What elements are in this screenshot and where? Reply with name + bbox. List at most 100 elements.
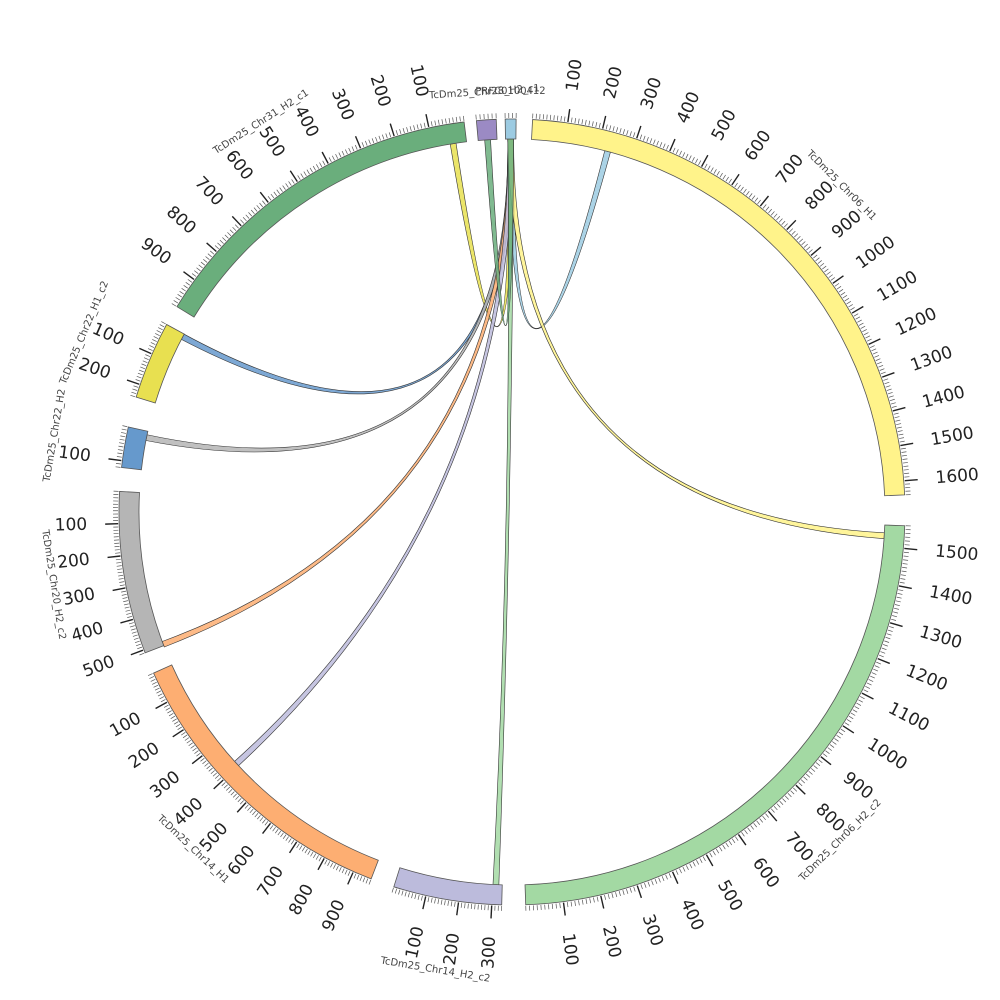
major-tick [671,871,679,884]
minor-tick [359,876,363,882]
tick-label: 1600 [935,465,980,488]
tick-label: 700 [190,173,227,210]
major-tick [183,271,195,280]
minor-tick [248,212,253,217]
minor-tick [416,124,419,130]
major-tick [669,138,676,152]
minor-tick [734,182,738,188]
minor-tick [304,848,308,854]
tick-label: 1200 [892,304,940,341]
major-tick [490,905,493,919]
minor-tick [665,874,668,880]
minor-tick [228,789,233,794]
minor-tick [773,805,778,811]
minor-tick [452,117,454,123]
minor-tick [801,241,806,246]
minor-tick [124,606,130,609]
minor-tick [796,235,801,240]
minor-tick [901,570,907,573]
segment-chr31 [176,121,467,318]
minor-tick [256,205,261,210]
minor-tick [191,273,197,277]
minor-tick [659,142,663,147]
minor-tick [157,693,163,697]
minor-tick [303,171,307,177]
minor-tick [712,850,716,856]
minor-tick [866,682,872,686]
minor-tick [605,124,608,130]
minor-tick [551,903,554,909]
minor-tick [307,850,311,855]
tick-label: 1200 [903,661,951,696]
tick-label: 600 [741,127,776,165]
minor-tick [132,388,138,391]
minor-tick [757,199,761,205]
minor-tick [444,900,446,906]
minor-tick [172,718,177,722]
major-tick [112,587,126,592]
minor-tick [860,325,866,329]
minor-tick [285,836,289,841]
tick-label: 1100 [874,267,921,306]
minor-tick [175,297,181,301]
minor-tick [822,753,828,758]
tick-label: 900 [839,768,877,804]
minor-tick [190,745,195,749]
minor-tick [361,142,365,148]
major-tick [317,858,325,871]
major-tick [422,896,427,910]
minor-tick [395,130,398,136]
minor-tick [616,127,619,133]
major-tick [288,841,298,854]
major-tick [206,242,217,253]
minor-tick [646,136,649,142]
minor-tick [411,893,414,899]
minor-tick [900,578,906,580]
minor-tick [901,451,907,453]
minor-tick [604,894,607,900]
minor-tick [147,673,153,676]
minor-tick [885,385,891,388]
minor-tick [836,286,842,290]
minor-tick [185,282,191,286]
minor-tick [840,728,846,733]
minor-tick [884,381,890,385]
minor-tick [254,813,259,818]
minor-tick [214,775,220,779]
minor-tick [222,237,227,242]
minor-tick [828,274,833,278]
minor-tick [420,123,423,129]
minor-tick [382,134,385,140]
minor-tick [118,578,124,580]
major-tick [155,701,168,710]
minor-tick [177,726,183,730]
minor-tick [230,791,235,796]
minor-tick [808,249,813,254]
minor-tick [896,426,902,429]
minor-tick [756,820,761,825]
minor-tick [115,558,121,561]
minor-tick [570,901,573,907]
segment-chr22h2 [121,426,149,471]
minor-tick [257,815,261,820]
minor-tick [725,842,729,848]
minor-tick [903,555,909,557]
minor-tick [846,719,852,723]
minor-tick [118,445,124,448]
minor-tick [242,216,247,222]
minor-tick [448,117,451,123]
minor-tick [675,149,679,155]
tick-label: 1100 [885,698,933,736]
segment-h2c2 [524,524,906,906]
minor-tick [903,559,909,561]
minor-tick [629,131,632,137]
minor-tick [890,402,896,405]
minor-tick [790,790,795,795]
minor-tick [119,581,125,583]
minor-tick [783,223,788,228]
minor-tick [351,146,355,152]
minor-tick [887,629,893,632]
minor-tick [589,898,592,904]
minor-tick [744,829,748,835]
major-tick [892,406,906,412]
